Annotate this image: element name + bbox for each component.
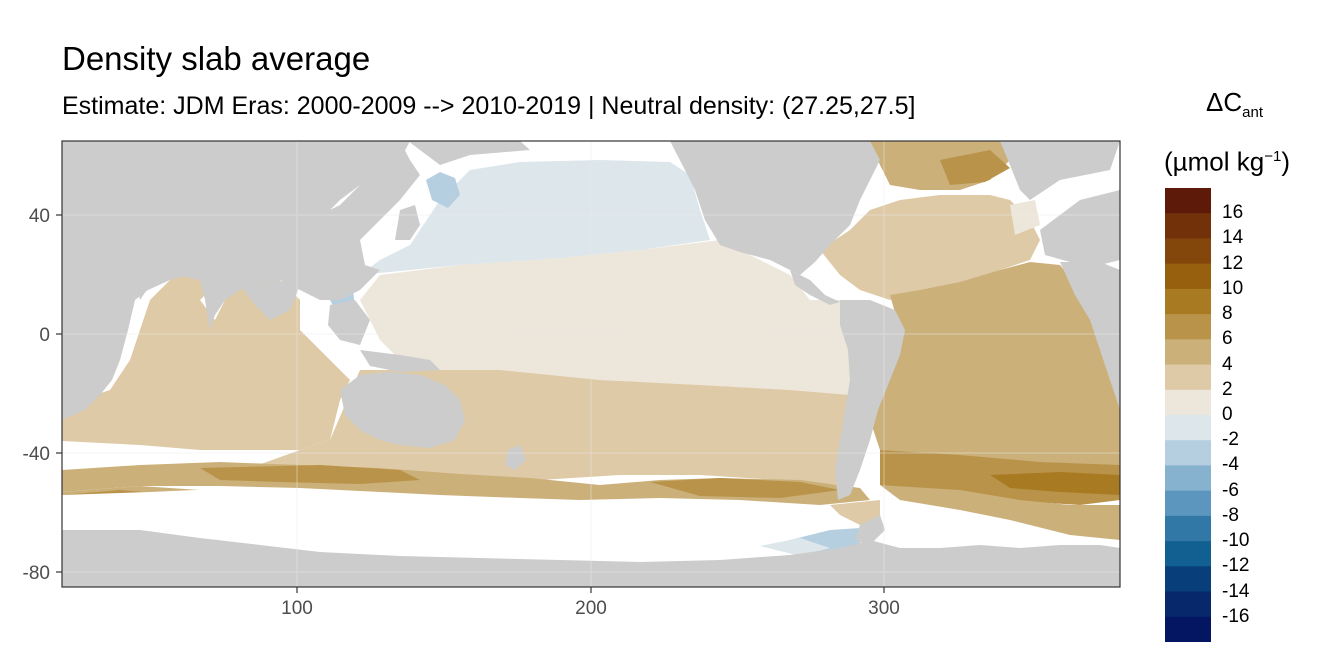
land-australia	[340, 372, 465, 448]
legend-bin	[1165, 263, 1211, 290]
legend-bin	[1165, 188, 1211, 214]
legend-bin	[1165, 440, 1211, 466]
legend-bin	[1165, 314, 1211, 340]
legend-bin	[1165, 213, 1211, 239]
land-greenland	[1000, 141, 1120, 200]
legend-label: 16	[1222, 202, 1244, 224]
legend-labels: 16 14 12 10 8 6 4 2 0 -2 -4 -6 -8 -10 -12 -14 -16	[1222, 188, 1292, 642]
legend-colorbar	[1165, 188, 1211, 642]
land-africa	[62, 141, 410, 420]
ocean-field-layer	[62, 141, 1120, 556]
legend-bin	[1165, 465, 1211, 492]
legend-bin	[1165, 616, 1211, 642]
land-south-america	[835, 300, 905, 500]
legend-bin	[1165, 591, 1211, 618]
chart-subtitle: Estimate: JDM Eras: 2000-2009 --> 2010-2…	[62, 92, 916, 120]
region-tropical-pacific	[360, 240, 850, 395]
legend-label: -8	[1222, 504, 1239, 526]
legend-label: 2	[1222, 378, 1233, 400]
x-tick-labels: 100 200 300	[281, 598, 900, 619]
legend-unit-suffix: )	[1281, 146, 1290, 177]
legend-bin	[1165, 541, 1211, 567]
gridlines	[62, 141, 1120, 587]
legend-label: 14	[1222, 227, 1244, 249]
x-axis	[296, 587, 885, 593]
region-north-atlantic	[820, 195, 1040, 300]
y-tick-labels: 40 0 -40 -80	[23, 206, 50, 584]
legend-bin	[1165, 339, 1211, 366]
y-axis	[56, 214, 62, 573]
legend-bin	[1165, 389, 1211, 416]
land-layer	[62, 141, 1120, 587]
legend-bin	[1165, 364, 1211, 391]
region-south-atlantic	[870, 262, 1120, 470]
legend-unit-superscript: −1	[1264, 148, 1282, 166]
legend-label: 0	[1222, 404, 1233, 425]
x-tick-label: 200	[575, 598, 607, 619]
legend-bin	[1165, 415, 1211, 441]
legend-label: -2	[1222, 429, 1239, 451]
legend-label: 12	[1222, 252, 1244, 274]
legend-label: 10	[1222, 277, 1244, 299]
legend-label: -14	[1222, 580, 1250, 602]
region-indian-ocean	[62, 275, 350, 450]
legend-label: 6	[1222, 328, 1233, 350]
land-eurasia	[135, 141, 420, 330]
legend-label: -16	[1222, 605, 1250, 627]
legend-bin	[1165, 288, 1211, 315]
land-north-america	[670, 141, 880, 275]
legend-unit-prefix: (µmol kg	[1164, 146, 1265, 177]
legend-title: ΔCant (µmol kg−1)	[1164, 80, 1314, 184]
legend-title-subscript: ant	[1242, 104, 1264, 122]
legend-label: -4	[1222, 454, 1239, 476]
legend-title-delta: ΔC	[1206, 87, 1243, 117]
legend-bin	[1165, 515, 1211, 542]
legend-label: -10	[1222, 530, 1250, 552]
legend-label: -12	[1222, 555, 1250, 577]
chart-title: Density slab average	[62, 40, 371, 77]
legend-label: 4	[1222, 353, 1233, 375]
legend-bin	[1165, 490, 1211, 517]
y-tick-label: -80	[23, 563, 50, 584]
x-tick-label: 300	[868, 598, 900, 619]
region-north-pacific	[360, 160, 710, 275]
y-tick-label: 0	[39, 325, 50, 346]
no-data-southern-ocean	[62, 488, 860, 556]
legend-label: 8	[1222, 303, 1233, 325]
legend-bin	[1165, 238, 1211, 265]
y-tick-label: 40	[29, 206, 50, 227]
region-okhotsk	[426, 172, 460, 208]
legend-bin	[1165, 566, 1211, 593]
y-tick-label: -40	[23, 444, 50, 465]
land-antarctica	[62, 530, 1120, 587]
x-tick-label: 100	[281, 598, 313, 619]
legend-label: -6	[1222, 479, 1239, 501]
